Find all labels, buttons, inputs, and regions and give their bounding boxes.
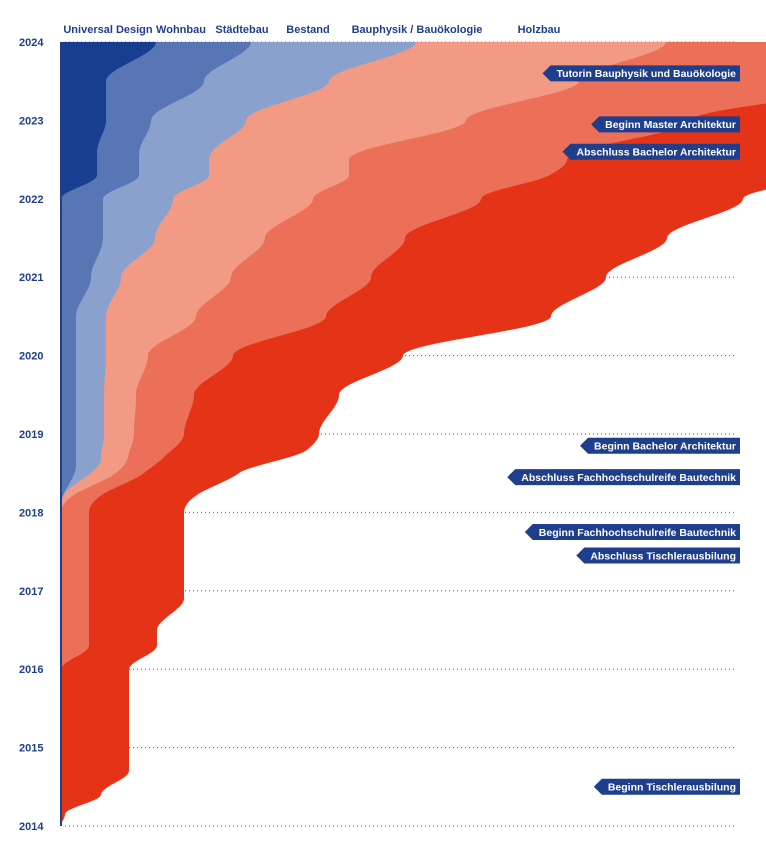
event-label-abschluss-tischlerausbilung: Abschluss Tischlerausbilung	[590, 550, 736, 562]
event-label-beginn-master-architektur: Beginn Master Architektur	[605, 119, 736, 131]
category-label-bauphysik-bauoekologie: Bauphysik / Bauökologie	[352, 24, 483, 36]
stream-universal-design	[61, 42, 156, 199]
event-label-beginn-fachhochschulreife-bautechnik: Beginn Fachhochschulreife Bautechnik	[539, 527, 736, 539]
event-label-beginn-bachelor-architektur: Beginn Bachelor Architektur	[594, 441, 736, 453]
event-label-tutorin-bauphysik-und-bauoekologie: Tutorin Bauphysik und Bauökologie	[557, 68, 737, 80]
stream-staedtebau	[61, 42, 416, 497]
event-label-abschluss-bachelor-architektur: Abschluss Bachelor Architektur	[577, 147, 737, 159]
stream-bestand	[61, 42, 666, 513]
category-label-staedtebau: Städtebau	[215, 24, 268, 36]
event-tag-abschluss-bachelor-architektur	[562, 143, 740, 160]
year-label-2014: 2014	[19, 821, 44, 833]
year-label-2015: 2015	[19, 743, 43, 755]
year-label-2020: 2020	[19, 351, 43, 363]
year-label-2019: 2019	[19, 429, 43, 441]
event-label-abschluss-fachhochschulreife-bautechnik: Abschluss Fachhochschulreife Bautechnik	[521, 472, 736, 484]
year-label-2021: 2021	[19, 272, 43, 284]
event-tag-beginn-master-architektur	[591, 116, 740, 133]
year-label-2018: 2018	[19, 507, 43, 519]
year-label-2017: 2017	[19, 586, 43, 598]
stream-wohnbau	[61, 42, 251, 505]
event-label-beginn-tischlerausbilung: Beginn Tischlerausbilung	[608, 782, 736, 794]
event-tag-beginn-fachhochschulreife-bautechnik	[524, 524, 740, 540]
year-label-2016: 2016	[19, 664, 43, 676]
event-tag-abschluss-tischlerausbilung	[576, 547, 740, 564]
year-label-2022: 2022	[19, 194, 43, 206]
event-tag-tutorin-bauphysik-und-bauoekologie	[542, 65, 740, 82]
event-tag-abschluss-fachhochschulreife-bautechnik	[507, 469, 740, 486]
category-label-holzbau: Holzbau	[518, 24, 561, 36]
category-label-universal-design: Universal Design	[63, 24, 153, 36]
year-label-2023: 2023	[19, 115, 43, 127]
event-tag-beginn-bachelor-architektur	[580, 437, 740, 454]
event-tag-beginn-tischlerausbilung	[593, 778, 740, 795]
category-label-wohnbau: Wohnbau	[156, 24, 206, 36]
year-label-2024: 2024	[19, 37, 44, 49]
category-label-bestand: Bestand	[286, 24, 329, 36]
